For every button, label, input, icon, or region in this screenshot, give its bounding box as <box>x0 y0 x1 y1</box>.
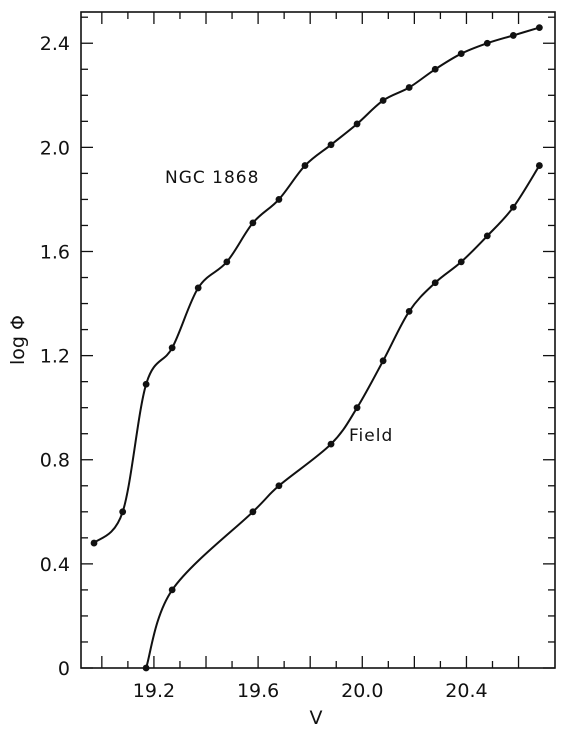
data-point <box>431 65 439 73</box>
x-tick-label: 20.4 <box>445 680 487 702</box>
data-point <box>327 141 335 149</box>
data-point <box>405 307 413 315</box>
series-line-0 <box>93 26 540 544</box>
y-tick-label: 0.8 <box>40 450 70 472</box>
y-tick-label: 2.0 <box>40 137 70 159</box>
data-point <box>353 404 361 412</box>
data-point <box>483 232 491 240</box>
data-point <box>379 357 387 365</box>
data-point <box>535 24 543 32</box>
x-tick-label: 19.6 <box>237 680 279 702</box>
series-label-ngc1868: NGC 1868 <box>165 168 259 188</box>
data-point <box>142 380 150 388</box>
y-tick-label: 0.4 <box>40 554 70 576</box>
axis-ticks <box>81 12 555 669</box>
data-point <box>535 162 543 169</box>
data-point <box>168 586 176 594</box>
data-point <box>194 284 202 292</box>
data-point <box>431 279 439 287</box>
data-point <box>379 97 387 104</box>
data-point <box>119 508 127 516</box>
series-curves <box>93 26 541 669</box>
y-tick-label: 2.4 <box>40 33 70 55</box>
plot-frame <box>80 11 556 669</box>
data-point <box>457 50 465 58</box>
data-point <box>509 32 517 39</box>
x-tick-label: 20.0 <box>341 680 383 702</box>
data-point <box>483 39 491 47</box>
data-point <box>275 196 283 203</box>
data-point <box>275 482 283 490</box>
y-tick-label: 0 <box>58 658 70 680</box>
data-point <box>353 120 361 128</box>
data-point <box>301 162 309 169</box>
data-point <box>168 344 176 352</box>
data-point <box>457 258 465 266</box>
y-tick-label: 1.6 <box>40 241 70 263</box>
y-axis-title: log Φ <box>7 315 29 365</box>
data-point <box>249 508 257 516</box>
x-tick-label: 19.2 <box>133 680 175 702</box>
data-point <box>509 203 517 211</box>
y-tick-label: 1.2 <box>40 346 70 368</box>
series-label-field: Field <box>349 426 393 446</box>
tick-labels: 19.2 19.6 20.0 20.4 0 0.4 0.8 1.2 1.6 2.0 2.4 <box>40 33 488 702</box>
series-points <box>90 24 543 672</box>
data-point <box>327 440 335 448</box>
data-point <box>90 539 98 547</box>
data-point <box>223 258 231 266</box>
x-axis-title: V <box>310 707 323 729</box>
data-point <box>405 84 413 91</box>
data-point <box>249 219 257 227</box>
series-line-1 <box>145 165 541 669</box>
